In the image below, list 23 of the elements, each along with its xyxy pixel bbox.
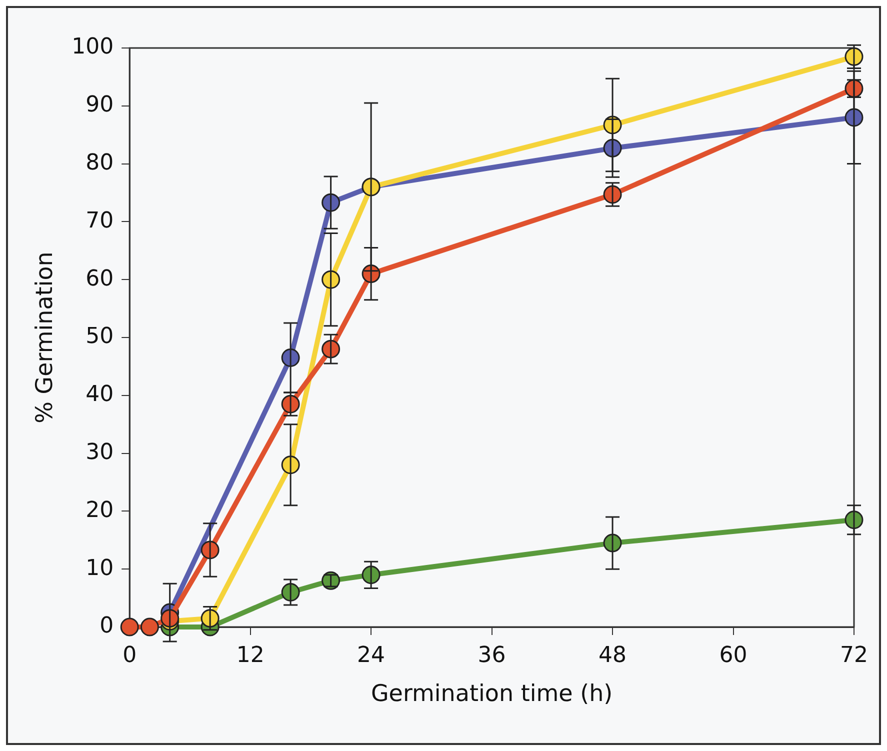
x-tick-label: 24: [357, 642, 386, 668]
x-tick-label: 60: [719, 642, 748, 668]
x-tick-label: 0: [122, 642, 137, 668]
x-tick-label: 72: [840, 642, 868, 668]
y-tick-label: 10: [86, 556, 114, 581]
x-tick-label: 48: [598, 642, 627, 668]
x-tick-label: 12: [236, 642, 264, 668]
y-tick-label: 30: [86, 440, 114, 466]
y-tick-label: 50: [86, 324, 114, 350]
y-axis-title: % Germination: [32, 252, 58, 424]
point: [140, 618, 159, 636]
y-tick-label: 70: [86, 208, 114, 234]
point: [120, 618, 139, 636]
y-tick-label: 90: [86, 92, 114, 118]
y-tick-label: 100: [72, 34, 114, 60]
point: [322, 571, 340, 590]
y-tick-label: 80: [86, 150, 114, 176]
y-tick-label: 60: [86, 266, 114, 292]
y-tick-label: 40: [86, 382, 114, 408]
x-axis-title: Germination time (h): [370, 681, 613, 708]
x-tick-label: 36: [478, 642, 506, 668]
y-tick-label: 0: [100, 614, 114, 639]
y-tick-label: 20: [86, 498, 114, 523]
